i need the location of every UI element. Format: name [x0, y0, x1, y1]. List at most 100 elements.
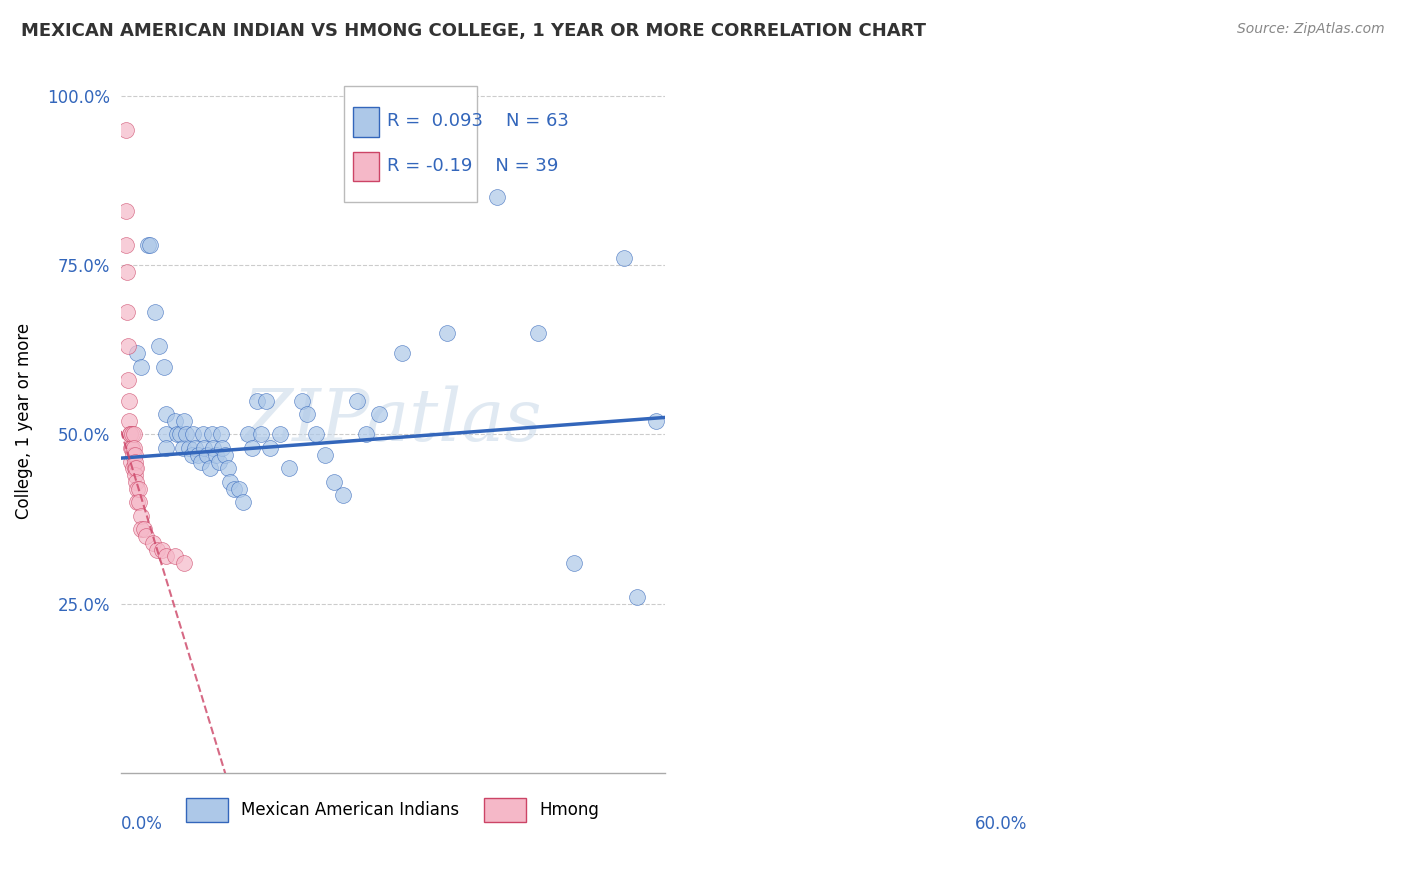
Point — [208, 454, 231, 468]
Point — [122, 441, 145, 455]
Point — [148, 339, 170, 353]
Point — [124, 461, 146, 475]
Point — [485, 190, 508, 204]
Point — [118, 414, 141, 428]
Bar — [353, 152, 380, 181]
Point — [240, 441, 263, 455]
Point — [217, 461, 239, 475]
Point — [124, 454, 146, 468]
Point — [135, 529, 157, 543]
Point — [169, 427, 191, 442]
Point — [115, 237, 138, 252]
Point — [291, 393, 314, 408]
Y-axis label: College, 1 year or more: College, 1 year or more — [15, 323, 32, 519]
Point — [187, 448, 209, 462]
Point — [202, 441, 225, 455]
Point — [269, 427, 291, 442]
Point — [127, 495, 149, 509]
Point — [354, 427, 377, 442]
Text: MEXICAN AMERICAN INDIAN VS HMONG COLLEGE, 1 YEAR OR MORE CORRELATION CHART: MEXICAN AMERICAN INDIAN VS HMONG COLLEGE… — [21, 22, 927, 40]
Point — [121, 441, 143, 455]
Point — [173, 414, 195, 428]
Point — [146, 542, 169, 557]
Point — [136, 237, 159, 252]
Point — [228, 482, 250, 496]
Point — [155, 549, 177, 564]
Point — [322, 475, 344, 489]
Point — [165, 549, 187, 564]
Point — [200, 427, 222, 442]
Point — [166, 427, 188, 442]
Text: R =  0.093    N = 63: R = 0.093 N = 63 — [387, 112, 569, 130]
Point — [153, 359, 176, 374]
Point — [172, 441, 194, 455]
Point — [391, 346, 413, 360]
Bar — [353, 107, 380, 136]
Point — [118, 393, 141, 408]
Point — [129, 522, 152, 536]
Point — [193, 441, 215, 455]
Point — [305, 427, 328, 442]
Point — [211, 441, 233, 455]
Point — [180, 448, 202, 462]
Point — [259, 441, 281, 455]
Point — [117, 373, 139, 387]
Point — [314, 448, 336, 462]
Point — [129, 508, 152, 523]
Point — [250, 427, 273, 442]
Point — [139, 237, 162, 252]
Point — [117, 339, 139, 353]
Point — [277, 461, 299, 475]
Point — [224, 482, 246, 496]
Point — [218, 475, 240, 489]
Point — [232, 495, 254, 509]
Point — [125, 461, 148, 475]
Point — [122, 427, 145, 442]
Point — [120, 427, 142, 442]
Point — [526, 326, 548, 340]
Point — [120, 454, 142, 468]
FancyBboxPatch shape — [344, 87, 477, 202]
Point — [114, 122, 136, 136]
Point — [128, 495, 150, 509]
Point — [128, 482, 150, 496]
Point — [184, 441, 207, 455]
Point — [120, 427, 142, 442]
Point — [346, 393, 368, 408]
Point — [117, 265, 139, 279]
Point — [117, 305, 139, 319]
Point — [150, 542, 173, 557]
Point — [191, 427, 214, 442]
Point — [295, 407, 318, 421]
Point — [124, 448, 146, 462]
Point — [644, 414, 666, 428]
Point — [562, 556, 585, 570]
Point — [183, 427, 205, 442]
Point — [190, 454, 212, 468]
Point — [436, 326, 458, 340]
Text: 60.0%: 60.0% — [974, 815, 1026, 833]
Point — [209, 427, 232, 442]
Legend: Mexican American Indians, Hmong: Mexican American Indians, Hmong — [180, 791, 606, 829]
Point — [236, 427, 259, 442]
Point — [214, 448, 236, 462]
Point — [174, 427, 197, 442]
Point — [368, 407, 391, 421]
Point — [124, 468, 146, 483]
Point — [613, 252, 636, 266]
Point — [198, 461, 221, 475]
Point — [145, 305, 167, 319]
Point — [155, 441, 177, 455]
Point — [121, 461, 143, 475]
Point — [127, 346, 149, 360]
Point — [127, 482, 149, 496]
Text: R = -0.19    N = 39: R = -0.19 N = 39 — [387, 157, 558, 175]
Point — [155, 427, 177, 442]
Point — [246, 393, 269, 408]
Point — [626, 590, 648, 604]
Point — [120, 441, 142, 455]
Point — [254, 393, 277, 408]
Text: Source: ZipAtlas.com: Source: ZipAtlas.com — [1237, 22, 1385, 37]
Point — [132, 522, 155, 536]
Point — [165, 414, 187, 428]
